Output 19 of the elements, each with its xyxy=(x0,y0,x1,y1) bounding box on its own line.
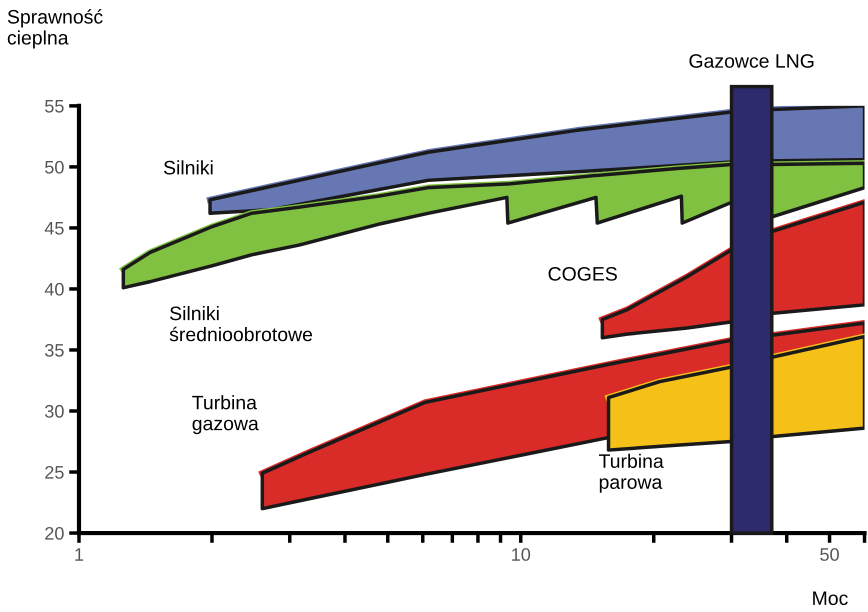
y-tick-label: 45 xyxy=(44,222,64,235)
y-tick-label: 50 xyxy=(45,160,64,174)
y-tick-label: 35 xyxy=(45,344,64,357)
text: Silniki średnioobrotowe xyxy=(170,306,312,342)
y-tick-label: 55 xyxy=(45,100,64,113)
y-tick-label: 25 xyxy=(45,466,64,479)
x-axis-title: Moc xyxy=(813,592,848,606)
y-axis-title: Sprawność cieplna xyxy=(8,9,103,48)
x-tick-label: 10 xyxy=(512,548,530,561)
y-tick-label: 30 xyxy=(45,404,64,418)
series-label: Silniki xyxy=(164,160,213,175)
band-label: Gazowce LNG xyxy=(689,54,814,68)
y-tick-label: 40 xyxy=(44,282,64,296)
series-label: COGES xyxy=(548,266,617,281)
text: Turbina parowa xyxy=(598,454,664,493)
x-tick-label: 1 xyxy=(75,548,84,561)
series-label: Turbina gazowa xyxy=(192,395,259,434)
x-tick-label: 50 xyxy=(820,548,839,561)
y-tick-label: 20 xyxy=(45,526,64,540)
